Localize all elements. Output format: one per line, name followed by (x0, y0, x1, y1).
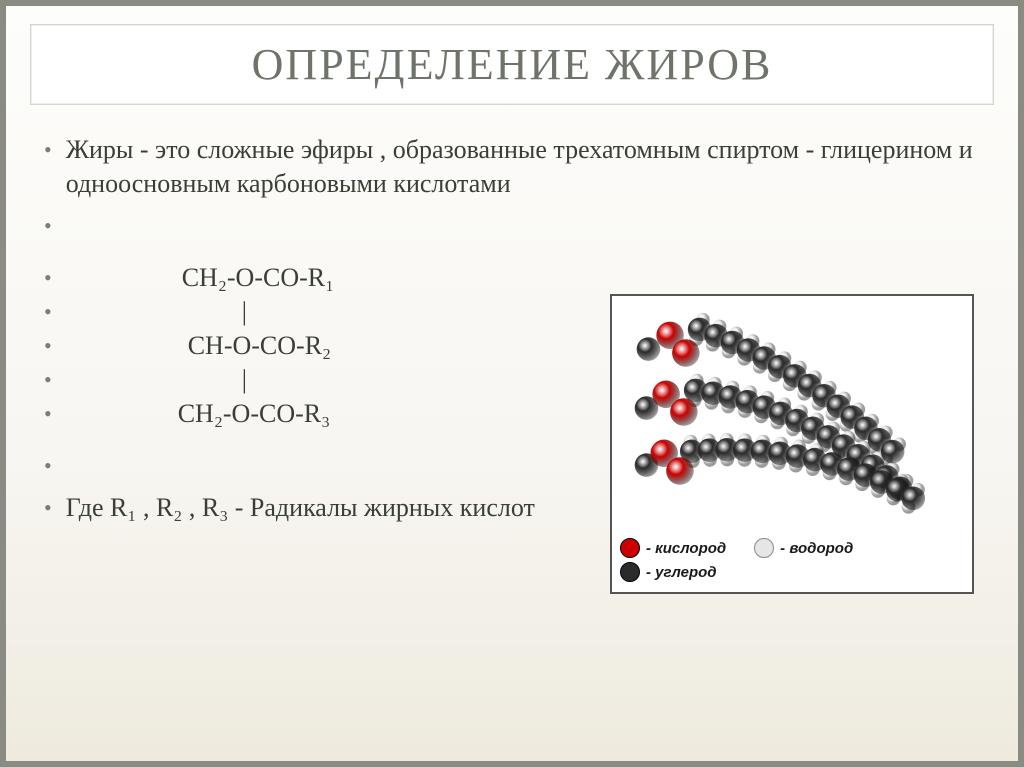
carbon-swatch (620, 562, 640, 582)
formula-bar: | (66, 295, 247, 329)
bullet-icon: • (44, 295, 52, 329)
spacer-line: • (44, 209, 994, 243)
oxygen-swatch (620, 538, 640, 558)
oxygen-label: - кислород (646, 540, 726, 557)
molecule-figure: - кислород - водород - углерод (610, 294, 974, 594)
footer-text: Где R₁ , R₂ , R₃ - Радикалы жирных кисло… (66, 491, 535, 525)
formula-1: СН₂-О-СО-R₁ (66, 261, 334, 295)
bullet-icon: • (44, 261, 52, 295)
formula-3: СН₂-О-СО-R₃ (66, 397, 330, 431)
bullet-icon: • (44, 491, 52, 525)
bullet-icon: • (44, 397, 52, 431)
molecule-svg (612, 296, 972, 530)
bullet-icon: • (44, 329, 52, 363)
legend-oxygen: - кислород (620, 538, 726, 558)
formula-bar: | (66, 363, 247, 397)
formula-line: • СН₂-О-СО-R₁ (44, 261, 994, 295)
bullet-icon: • (44, 363, 52, 397)
definition-line: • Жиры - это сложные эфиры , образованны… (44, 133, 994, 201)
formula-2: СН-О-СО-R₂ (66, 329, 331, 363)
carbon-label: - углерод (646, 564, 717, 581)
legend-hydrogen: - водород (754, 538, 853, 558)
hydrogen-swatch (754, 538, 774, 558)
slide-title: ОПРЕДЕЛЕНИЕ ЖИРОВ (53, 39, 971, 90)
definition-text: Жиры - это сложные эфиры , образованные … (66, 133, 994, 201)
title-box: ОПРЕДЕЛЕНИЕ ЖИРОВ (30, 24, 994, 105)
molecule-legend: - кислород - водород - углерод (620, 538, 964, 586)
hydrogen-label: - водород (780, 540, 853, 557)
legend-carbon: - углерод (620, 562, 717, 582)
bullet-icon: • (44, 209, 52, 243)
bullet-icon: • (44, 449, 52, 483)
bullet-icon: • (44, 133, 52, 167)
slide: ОПРЕДЕЛЕНИЕ ЖИРОВ • Жиры - это сложные э… (0, 0, 1024, 767)
